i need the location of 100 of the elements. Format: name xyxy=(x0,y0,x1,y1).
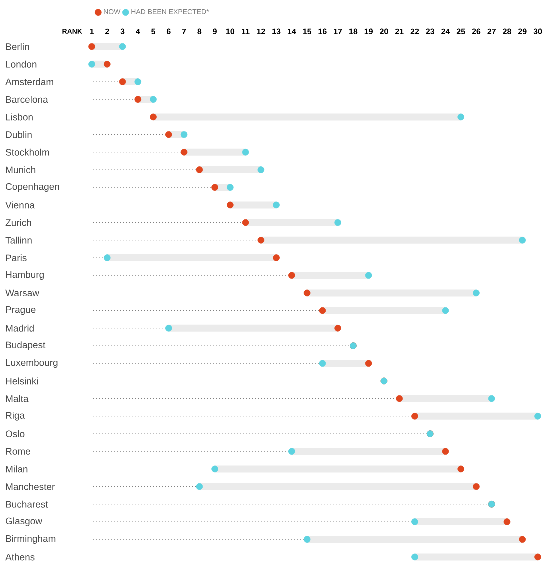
y-tick-label: Copenhagen xyxy=(6,183,60,192)
point xyxy=(334,219,342,226)
point xyxy=(88,43,96,50)
point xyxy=(442,448,450,456)
y-tick-label: Tallinn xyxy=(6,236,32,244)
x-tick-label: 29 xyxy=(518,28,527,34)
y-tick-label: Riga xyxy=(6,412,26,421)
x-tick-label: 11 xyxy=(242,28,250,34)
x-tick-label: 10 xyxy=(226,28,235,34)
point xyxy=(412,518,418,526)
y-tick-label: Munich xyxy=(6,166,36,174)
y-tick-label: Rome xyxy=(6,448,30,455)
point xyxy=(227,184,234,191)
point xyxy=(212,184,218,191)
point xyxy=(180,149,188,156)
x-tick-label: 16 xyxy=(318,28,327,34)
y-tick-label: Vienna xyxy=(6,202,35,209)
point xyxy=(104,254,111,262)
x-tick-label: 24 xyxy=(442,28,450,34)
y-tick-label: Warsaw xyxy=(6,290,40,297)
point xyxy=(458,114,465,121)
x-tick-label: 3 xyxy=(120,28,125,34)
y-tick-label: Dublin xyxy=(6,131,32,138)
point xyxy=(412,554,418,561)
y-tick-label: Bucharest xyxy=(6,500,48,508)
y-tick-label: Glasgow xyxy=(6,518,43,526)
point xyxy=(134,78,142,86)
y-tick-label: Madrid xyxy=(6,324,34,332)
x-tick-label: 6 xyxy=(166,28,171,34)
y-tick-label: Paris xyxy=(6,254,27,262)
point xyxy=(473,483,480,490)
point xyxy=(165,325,172,332)
point xyxy=(212,466,218,473)
x-tick-label: 9 xyxy=(213,28,217,34)
point xyxy=(165,131,172,138)
point xyxy=(150,114,157,121)
y-tick-label: Helsinki xyxy=(6,378,38,385)
x-tick-label: 30 xyxy=(534,28,542,34)
x-tick-label: 14 xyxy=(288,28,296,34)
y-tick-label: Luxembourg xyxy=(6,359,58,368)
x-tick-label: 21 xyxy=(395,28,404,34)
y-tick-label: Budapest xyxy=(6,342,46,350)
point xyxy=(319,307,326,314)
y-tick-label: Berlin xyxy=(6,43,30,50)
point xyxy=(258,166,265,174)
point xyxy=(180,131,188,138)
point xyxy=(273,202,280,209)
point xyxy=(258,237,265,244)
point xyxy=(442,307,450,314)
y-tick-label: Amsterdam xyxy=(6,78,54,86)
point xyxy=(488,395,496,402)
point xyxy=(304,290,311,297)
x-tick-label: 5 xyxy=(152,28,156,34)
x-tick-label: 28 xyxy=(503,28,512,34)
x-tick-label: 12 xyxy=(257,28,266,34)
point xyxy=(242,149,250,156)
point xyxy=(473,290,480,297)
x-tick-label: 27 xyxy=(488,28,496,34)
x-tick-label: 25 xyxy=(456,28,466,34)
y-tick-label: Birmingham xyxy=(6,535,56,544)
point xyxy=(365,272,372,279)
point xyxy=(134,96,142,103)
point xyxy=(119,78,126,86)
x-tick-label: 7 xyxy=(182,28,186,34)
y-tick-label: Zurich xyxy=(6,219,32,226)
x-tick-label: 15 xyxy=(303,28,312,34)
x-tick-label: 18 xyxy=(350,28,358,34)
y-tick-label: Stockholm xyxy=(6,148,50,156)
point xyxy=(288,272,296,279)
point xyxy=(519,237,526,244)
point xyxy=(504,518,511,526)
point xyxy=(519,536,526,544)
point xyxy=(88,61,96,68)
x-tick-label: 4 xyxy=(136,28,140,34)
y-tick-label: Manchester xyxy=(6,483,56,490)
x-tick-label: 2 xyxy=(105,28,110,34)
point xyxy=(227,202,234,209)
point xyxy=(288,448,296,456)
y-tick-label: Barcelona xyxy=(6,96,48,104)
x-tick-label: 22 xyxy=(410,28,420,34)
x-tick-label: 1 xyxy=(90,28,94,34)
point xyxy=(365,360,372,368)
point xyxy=(334,325,342,332)
point xyxy=(119,43,126,50)
point xyxy=(104,61,111,68)
x-tick-label: 13 xyxy=(272,28,281,34)
y-tick-label: Malta xyxy=(6,395,29,402)
y-tick-label: Oslo xyxy=(6,430,25,438)
point xyxy=(150,96,157,103)
point xyxy=(196,166,204,174)
point xyxy=(319,360,326,368)
point xyxy=(242,219,250,226)
y-tick-label: Lisbon xyxy=(6,114,33,121)
x-tick-label: 20 xyxy=(380,28,388,34)
point xyxy=(412,413,418,420)
x-tick-label: 8 xyxy=(198,28,202,34)
point xyxy=(273,254,280,262)
point xyxy=(196,483,204,490)
x-tick-label: 23 xyxy=(426,28,434,34)
x-tick-label: 17 xyxy=(334,28,342,34)
